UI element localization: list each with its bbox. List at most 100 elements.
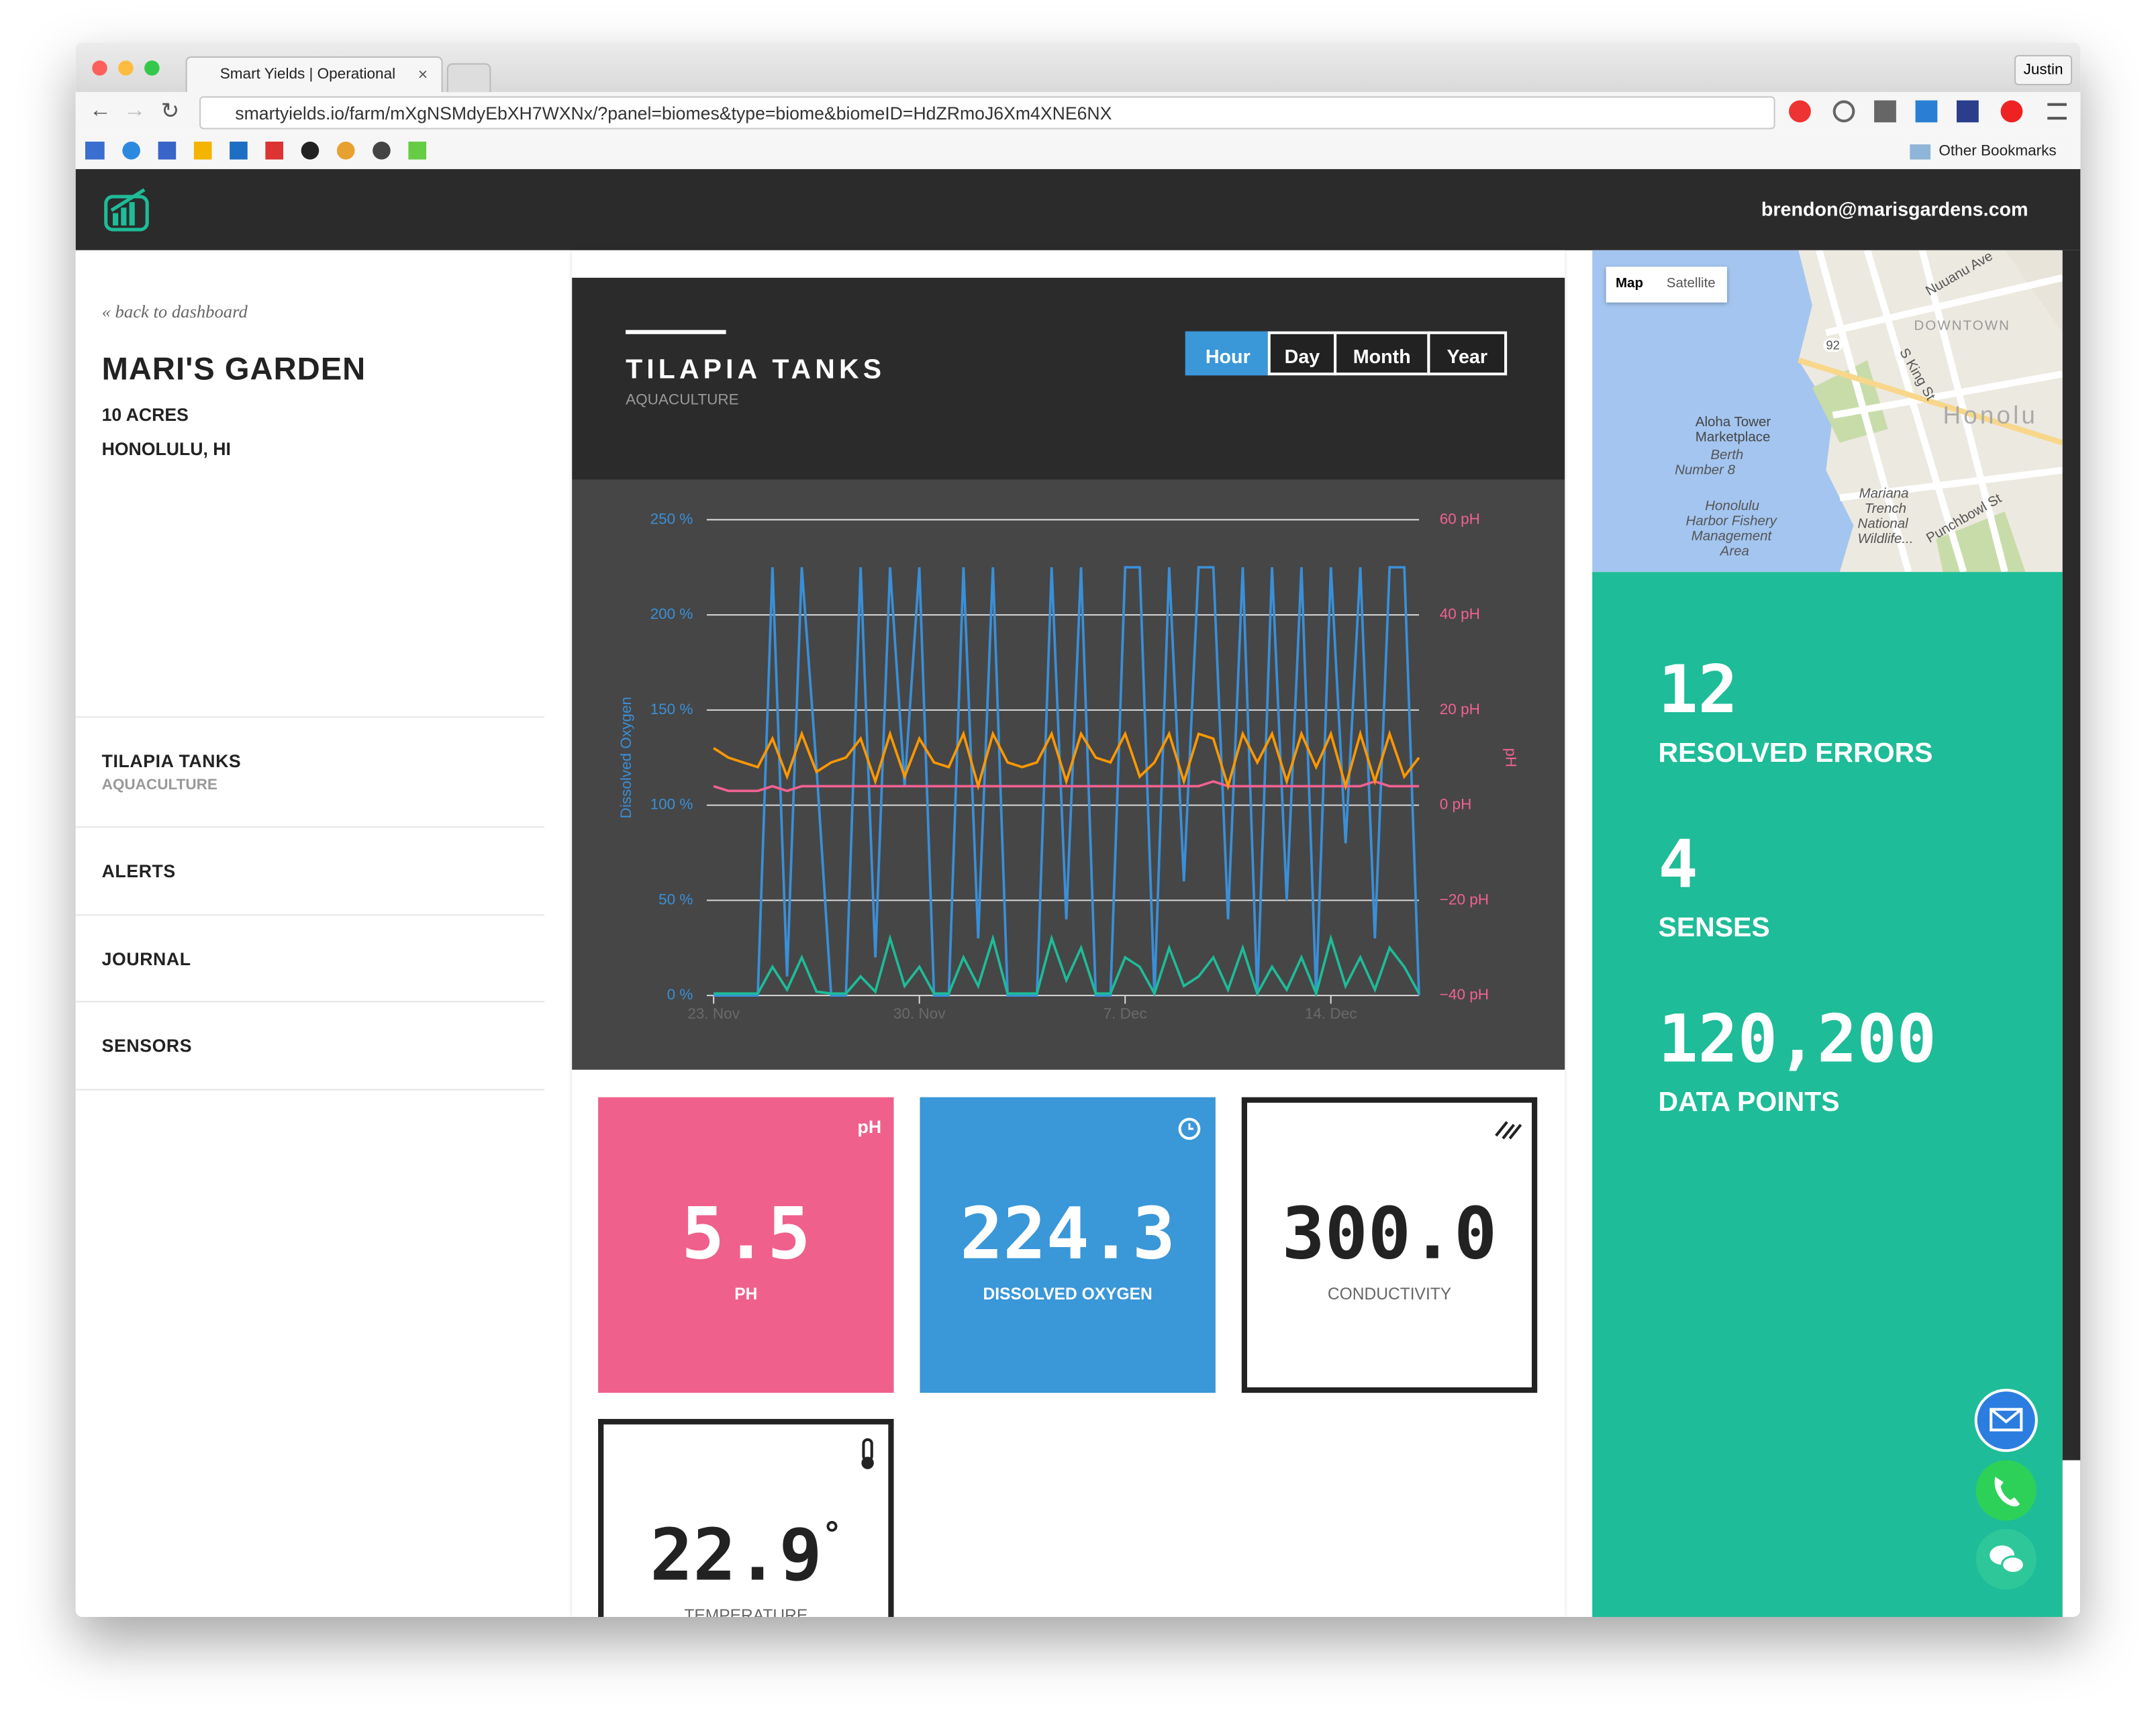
max-dot[interactable] [144,60,160,76]
y-axis-title: Dissolved Oxygen [618,697,634,818]
tab-close[interactable]: × [418,64,428,84]
nav-label: JOURNAL [101,948,191,970]
map-label: Honolulu [1705,499,1760,515]
stat-value: 120,200 [1658,1001,1937,1079]
tile-ph[interactable]: pH 5.5 PH [598,1097,894,1393]
logo[interactable] [103,186,153,236]
back-button[interactable]: ← [89,99,111,123]
extension-icon[interactable] [1832,100,1855,123]
extension-icon[interactable] [1789,100,1811,123]
new-tab[interactable] [446,63,491,94]
scroll-strip [2062,250,2081,1618]
tile-icon [1178,1118,1201,1140]
range-button[interactable]: Hour [1185,331,1271,376]
nav-label: ALERTS [101,860,176,882]
user-email[interactable]: brendon@marisgardens.com [1761,197,2028,220]
bookmark-icon[interactable] [193,141,212,160]
chat-button[interactable] [1975,1528,2037,1590]
address-bar[interactable]: smartyields.io/farm/mXgNSMdyEbXH7WXNx/?p… [199,96,1775,130]
map-label: Trench [1864,501,1907,518]
bookmark-icon[interactable] [336,141,355,160]
bookmark-icon[interactable] [265,141,283,160]
map-button[interactable]: Map [1615,276,1643,292]
bookmark-icon[interactable] [158,141,177,160]
scrollbar[interactable] [2062,1460,2081,1618]
tab[interactable]: Smart Yields | Operational × [185,56,443,94]
x-tick-label: 14. Dec [1305,1005,1357,1022]
nav-item[interactable]: JOURNAL [75,914,545,1002]
y2-tick-label: 60 pH [1440,510,1480,527]
map-label: National [1857,517,1908,532]
phone-button[interactable] [1975,1460,2037,1521]
panel-header: TILAPIA TANKS AQUACULTURE Hour Day Month Ye… [572,277,1565,480]
forward-button[interactable]: → [124,99,146,123]
farm-acres: 10 ACRES [101,404,189,425]
title-rule [626,330,726,334]
bookmark-icon[interactable] [230,141,248,160]
range-button[interactable]: Year [1427,331,1508,376]
profile-button[interactable]: Justin [2014,54,2073,86]
y2-tick-label: 0 pH [1440,796,1472,813]
map-label: Management [1691,529,1772,545]
range-button[interactable]: Month [1334,331,1430,376]
y2-tick-label: 40 pH [1440,605,1480,622]
extension-icon[interactable] [2000,100,2023,123]
nav-item[interactable]: TILAPIA TANKS AQUACULTURE [75,716,545,828]
tile-conductivity[interactable]: 300.0 CONDUCTIVITY [1241,1097,1538,1393]
range-selector: Hour Day Month Year [1185,331,1518,383]
bookmark-icon[interactable] [373,141,391,160]
tile-label: TEMPERATURE [684,1606,808,1618]
nav-item[interactable]: ALERTS [75,826,545,916]
y-tick-label: 200 % [650,605,693,622]
x-tick-label: 30. Nov [893,1005,946,1022]
menu-button[interactable] [2047,103,2067,120]
email-button[interactable] [1974,1388,2038,1452]
tile-label: CONDUCTIVITY [1327,1284,1452,1303]
tile-icon [861,1438,874,1469]
close-dot[interactable] [92,60,107,76]
bookmark-icon[interactable] [408,141,427,160]
y-tick-label: 0 % [667,986,693,1003]
tile-temperature[interactable]: 22.9° TEMPERATURE [598,1419,894,1618]
folder-icon [1910,144,1931,160]
chart: Dissolved Oxygen pH 0 % 50 % 100 % 150 % 200… [572,479,1565,1070]
url: smartyields.io/farm/mXgNSMdyEbXH7WXNx/?p… [235,103,1112,124]
toolbar: ← → ↻ smartyields.io/farm/mXgNSMdyEbXH7W… [75,92,2081,134]
bookmark-icon[interactable] [85,141,105,160]
nav-label: TILAPIA TANKS [101,750,242,772]
nav-item[interactable]: SENSORS [75,1001,545,1091]
x-tick-label: 23. Nov [687,1005,740,1022]
tile-value: 5.5 [681,1193,811,1277]
bookmarks-folder[interactable]: Other Bookmarks [1939,143,2057,160]
back-link[interactable]: « back to dashboard [101,301,248,322]
tile-number: 22.9 [650,1515,822,1598]
panel-subtitle: AQUACULTURE [626,391,739,409]
browser-window: Smart Yields | Operational × Justin ← → … [75,42,2081,1618]
bookmark-icon[interactable] [301,141,320,160]
tile-label: DISSOLVED OXYGEN [983,1284,1153,1303]
bookmark-icon[interactable] [122,141,140,160]
extension-icon[interactable] [1957,100,1979,123]
y-tick-label: 150 % [650,701,693,718]
min-dot[interactable] [118,60,134,76]
map[interactable]: Map Satellite DOWNTOWN Honolu Aloha Towe… [1592,250,2063,573]
stat-value: 12 [1658,651,1738,729]
y2-tick-label: −40 pH [1440,986,1489,1003]
tile-oxygen[interactable]: 224.3 DISSOLVED OXYGEN [920,1097,1216,1393]
map-button[interactable]: Satellite [1666,276,1716,292]
contact-buttons [1974,1388,2038,1590]
extension-icon[interactable] [1874,100,1896,123]
map-label: Wildlife... [1857,532,1914,548]
y2-tick-label: −20 pH [1440,891,1489,907]
reload-button[interactable]: ↻ [160,100,180,124]
map-label: 92 [1823,338,1843,352]
range-button[interactable]: Day [1267,331,1337,376]
y2-tick-label: 20 pH [1440,701,1480,718]
series-line [713,780,1420,793]
map-label: Harbor Fishery [1685,514,1777,530]
tile-unit: ° [822,1515,842,1554]
extension-icon[interactable] [1915,100,1938,123]
map-label: Area [1720,544,1749,560]
sidebar: « back to dashboard MARI'S GARDEN 10 ACR… [75,250,573,1618]
tile-value: 224.3 [960,1193,1175,1277]
